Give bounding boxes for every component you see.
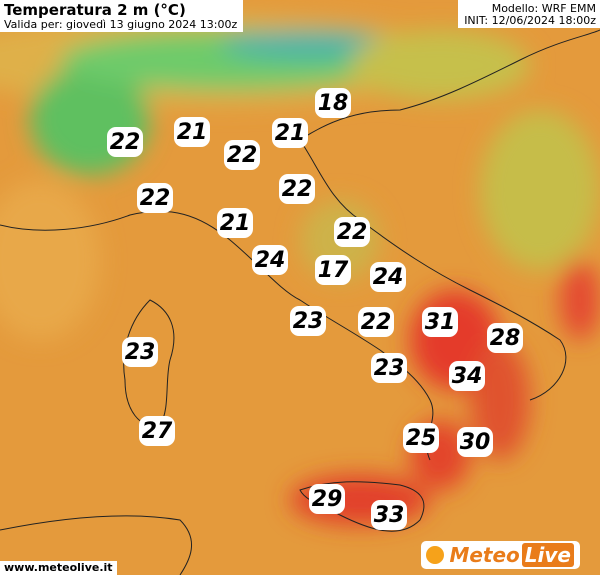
city-temperature: 23	[371, 353, 407, 383]
label-value: 30	[460, 430, 491, 455]
subtitle: Valida per: giovedì 13 giugno 2024 13:00…	[4, 18, 238, 31]
city-temperature: 34	[449, 361, 485, 391]
logo: Meteo Live	[421, 541, 580, 569]
logo-left: Meteo	[449, 543, 520, 567]
label-box	[174, 117, 210, 147]
model: Modello: WRF EMM	[491, 2, 596, 15]
label-value: 21	[177, 120, 208, 145]
label-value: 24	[255, 248, 286, 273]
label-value: 31	[425, 310, 456, 335]
city-temperature: 23	[290, 306, 326, 336]
city-temperature: 30	[457, 427, 493, 457]
city-temperature: 31	[422, 307, 458, 337]
label-box	[315, 255, 351, 285]
label-value: 18	[318, 91, 349, 116]
label-value: 25	[406, 426, 437, 451]
city-temperature: 21	[217, 208, 253, 238]
label-box	[122, 337, 158, 367]
label-value: 29	[312, 487, 343, 512]
logo-sun	[426, 546, 445, 564]
label-value: 28	[490, 326, 521, 351]
city-temperature: 22	[358, 307, 394, 337]
header-right: Modello: WRF EMM INIT: 12/06/2024 18:00z	[458, 0, 600, 28]
label-box	[217, 208, 253, 238]
city-temperature: 27	[139, 416, 175, 446]
label-box	[358, 307, 394, 337]
city-temperature: 22	[334, 217, 370, 247]
city-temperature: 33	[371, 500, 407, 530]
label-box	[403, 423, 439, 453]
city-temperature: 23	[122, 337, 158, 367]
coastlines	[0, 29, 600, 575]
city-temperature: 24	[252, 245, 288, 275]
label-value: 21	[275, 121, 306, 146]
title: Temperatura 2 m (°C)	[4, 1, 186, 19]
label-box	[334, 217, 370, 247]
label-box	[279, 174, 315, 204]
city-temperature: 25	[403, 423, 439, 453]
label-box	[139, 416, 175, 446]
label-value: 22	[140, 186, 171, 211]
label-box	[107, 127, 143, 157]
city-temperature: 17	[315, 255, 351, 285]
city-temperature: 22	[224, 140, 260, 170]
label-value: 34	[452, 364, 483, 389]
label-box	[370, 262, 406, 292]
label-value: 21	[220, 211, 251, 236]
label-box	[309, 484, 345, 514]
label-box	[449, 361, 485, 391]
label-value: 33	[374, 503, 405, 528]
label-value: 22	[337, 220, 368, 245]
city-temperature: 22	[137, 183, 173, 213]
label-value: 17	[318, 258, 349, 283]
label-box	[371, 353, 407, 383]
label-box	[252, 245, 288, 275]
city-temperature: 22	[107, 127, 143, 157]
city-temperature: 28	[487, 323, 523, 353]
logo-right: Live	[521, 543, 574, 567]
label-value: 23	[293, 309, 324, 334]
city-temperature: 24	[370, 262, 406, 292]
label-value: 22	[282, 177, 313, 202]
label-box	[487, 323, 523, 353]
city-temperature: 18	[315, 88, 351, 118]
label-value: 23	[374, 356, 405, 381]
label-box	[422, 307, 458, 337]
label-value: 24	[373, 265, 404, 290]
label-box	[315, 88, 351, 118]
label-box	[371, 500, 407, 530]
city-temperature: 29	[309, 484, 345, 514]
city-temperature: 21	[174, 117, 210, 147]
init: INIT: 12/06/2024 18:00z	[464, 14, 596, 27]
label-value: 27	[142, 419, 173, 444]
footer-url: www.meteolive.it	[0, 561, 117, 575]
city-temperature: 21	[272, 118, 308, 148]
label-box	[137, 183, 173, 213]
label-value: 22	[110, 130, 141, 155]
header-left: Temperatura 2 m (°C) Valida per: giovedì…	[0, 0, 244, 32]
label-box	[290, 306, 326, 336]
label-box	[457, 427, 493, 457]
label-value: 23	[125, 340, 156, 365]
label-value: 22	[227, 143, 258, 168]
label-box	[224, 140, 260, 170]
label-value: 22	[361, 310, 392, 335]
city-temperature: 22	[279, 174, 315, 204]
label-box	[272, 118, 308, 148]
